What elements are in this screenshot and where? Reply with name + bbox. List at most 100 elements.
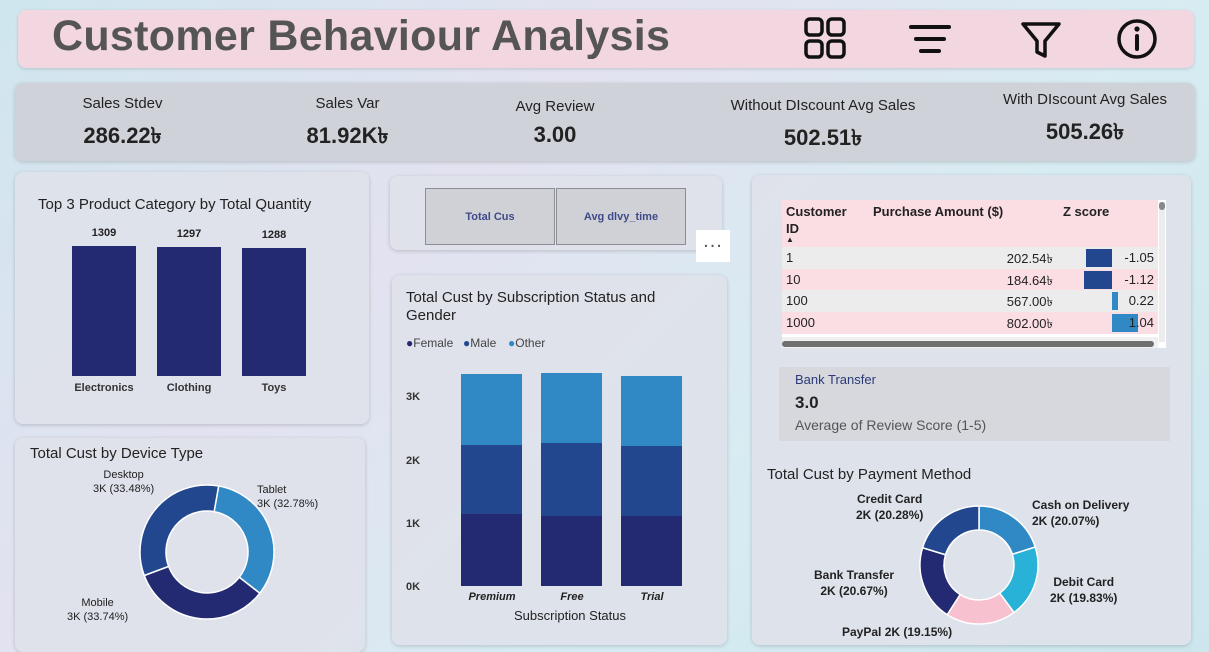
review-score-card: Bank Transfer 3.0 Average of Review Scor… — [779, 367, 1170, 441]
kpi-label: Avg Review — [515, 98, 595, 115]
cash-value: 2K (20.07%) — [1032, 514, 1100, 528]
device-donut — [139, 484, 275, 620]
segment-trial-other[interactable] — [621, 375, 682, 446]
z-score-bar — [1112, 292, 1118, 310]
device-type-chart: Total Cust by Device Type Desktop 3K (33… — [15, 438, 365, 652]
segment-trial-female[interactable] — [621, 515, 682, 586]
cell-z-score: -1.12 — [1124, 271, 1154, 287]
debit-name: Debit Card — [1053, 575, 1115, 589]
kpi-avg-review: Avg Review 3.00 — [505, 98, 605, 148]
cell-purchase-amount: 567.00৳ — [1006, 294, 1053, 309]
customer-table: Customer ID ▲ Purchase Amount ($) Z scor… — [782, 200, 1166, 348]
z-score-bar — [1084, 270, 1112, 289]
table-row[interactable]: 100 567.00৳ 0.22 — [782, 290, 1158, 312]
sort-arrow-icon: ▲ — [786, 235, 794, 244]
grid-icon[interactable] — [803, 16, 849, 62]
z-score-bar — [1085, 249, 1112, 267]
table-row[interactable]: 1 202.54৳ -1.05 — [782, 247, 1158, 269]
device-slice-desktop[interactable] — [139, 484, 220, 577]
kpi-label: With DIscount Avg Sales — [1003, 91, 1167, 108]
cell-customer-id: 100 — [786, 293, 808, 308]
x-category-label: Premium — [468, 591, 516, 603]
info-icon[interactable] — [1114, 16, 1160, 62]
chart-title-line2: Gender — [406, 307, 457, 324]
segment-free-other[interactable] — [541, 373, 602, 444]
more-options-button[interactable]: ... — [696, 230, 730, 262]
table-row[interactable]: 1000 802.00৳ 1.04 — [782, 311, 1158, 334]
bar-electronics[interactable] — [72, 246, 136, 376]
chart-title: Total Cust by Subscription Status and Ge… — [406, 289, 655, 325]
total-cus-button[interactable]: Total Cus — [425, 188, 555, 245]
kpi-value: 502.51৳ — [783, 125, 863, 150]
bank-transfer-label: Bank Transfer 2K (20.67%) — [814, 567, 894, 599]
tablet-value: 3K (32.78%) — [257, 498, 319, 510]
cell-purchase-amount: 802.00৳ — [1006, 315, 1053, 331]
kpi-value: 3.00 — [533, 122, 577, 147]
lines-icon[interactable] — [907, 16, 953, 62]
bar-clothing[interactable] — [157, 247, 221, 376]
bank-name: Bank Transfer — [814, 568, 895, 582]
header-customer-id[interactable]: Customer ID ▲ — [786, 204, 847, 244]
header-purchase-amount[interactable]: Purchase Amount ($) — [873, 204, 1004, 219]
kpi-with-discount: With DIscount Avg Sales 505.26৳ — [995, 91, 1175, 152]
cell-purchase-amount: 184.64৳ — [1006, 272, 1053, 288]
device-slice-tablet[interactable] — [213, 485, 275, 595]
segment-premium-male[interactable] — [461, 445, 522, 515]
legend-male[interactable]: ●Male — [463, 336, 496, 350]
segment-trial-male[interactable] — [621, 445, 682, 516]
cash-on-delivery-label: Cash on Delivery 2K (20.07%) — [1032, 497, 1129, 529]
cell-z-score: 1.04 — [1128, 314, 1154, 330]
bar-category-label: Clothing — [166, 382, 212, 394]
header-z-score[interactable]: Z score — [1063, 204, 1110, 219]
avg-dlvy-time-button[interactable]: Avg dlvy_time — [556, 188, 686, 245]
bar-toys[interactable] — [242, 248, 306, 376]
tablet-label: Tablet 3K (32.78%) — [257, 483, 318, 511]
credit-value: 2K (20.28%) — [856, 508, 924, 522]
debit-value: 2K (19.83%) — [1050, 591, 1118, 605]
scrollbar-thumb[interactable] — [1159, 202, 1165, 210]
cell-z-score: 0.22 — [1128, 293, 1154, 308]
segment-free-male[interactable] — [541, 443, 602, 516]
payment-slice-credit-card[interactable] — [921, 505, 980, 556]
segment-free-female[interactable] — [541, 515, 602, 586]
kpi-sales-stdev: Sales Stdev 286.22৳ — [65, 95, 180, 156]
legend-other[interactable]: ●Other — [508, 336, 545, 350]
segment-premium-other[interactable] — [461, 373, 522, 446]
kpi-value: 286.22৳ — [83, 123, 162, 148]
kpi-label: Sales Stdev — [82, 95, 163, 112]
cell-z-score: -1.05 — [1124, 250, 1154, 265]
mobile-label: Mobile 3K (33.74%) — [67, 596, 128, 624]
bank-value: 2K (20.67%) — [820, 584, 888, 598]
payment-slice-bank-transfer[interactable] — [919, 546, 962, 616]
legend-female[interactable]: ●Female — [406, 336, 453, 350]
card-value: 3.0 — [795, 393, 819, 412]
chart-title: Total Cust by Payment Method — [767, 466, 972, 483]
page-title: Customer Behaviour Analysis — [52, 12, 671, 60]
kpi-value: 81.92K৳ — [306, 123, 389, 148]
payment-donut — [919, 505, 1039, 625]
cell-customer-id: 1000 — [786, 314, 815, 330]
kpi-without-discount: Without DIscount Avg Sales 502.51৳ — [723, 97, 923, 158]
desktop-name: Desktop — [103, 469, 144, 481]
card-label: Average of Review Score (1-5) — [795, 417, 987, 433]
legend-label: Female — [413, 336, 454, 350]
y-tick: 1K — [406, 518, 421, 530]
payment-slice-cash-on-delivery[interactable] — [978, 505, 1037, 556]
legend-label: Male — [470, 336, 497, 350]
table-header: Customer ID ▲ Purchase Amount ($) Z scor… — [782, 200, 1158, 247]
segment-premium-female[interactable] — [461, 514, 522, 586]
y-tick: 0K — [406, 581, 421, 593]
product-category-chart: Top 3 Product Category by Total Quantity… — [15, 172, 369, 424]
vertical-scrollbar[interactable] — [1159, 202, 1165, 342]
filter-icon[interactable] — [1018, 16, 1064, 62]
chart-title: Top 3 Product Category by Total Quantity — [38, 196, 312, 213]
card-filter-label: Bank Transfer — [795, 372, 876, 387]
horizontal-scrollbar[interactable] — [782, 341, 1154, 347]
buttons-panel: Total Cus Avg dlvy_time — [390, 176, 722, 250]
desktop-value: 3K (33.48%) — [93, 483, 155, 495]
z-score-bar — [1112, 313, 1138, 332]
kpi-label: Without DIscount Avg Sales — [730, 97, 916, 114]
table-row[interactable]: 10 184.64৳ -1.12 — [782, 268, 1158, 291]
y-tick: 3K — [406, 391, 421, 403]
x-category-label: Free — [560, 591, 584, 603]
